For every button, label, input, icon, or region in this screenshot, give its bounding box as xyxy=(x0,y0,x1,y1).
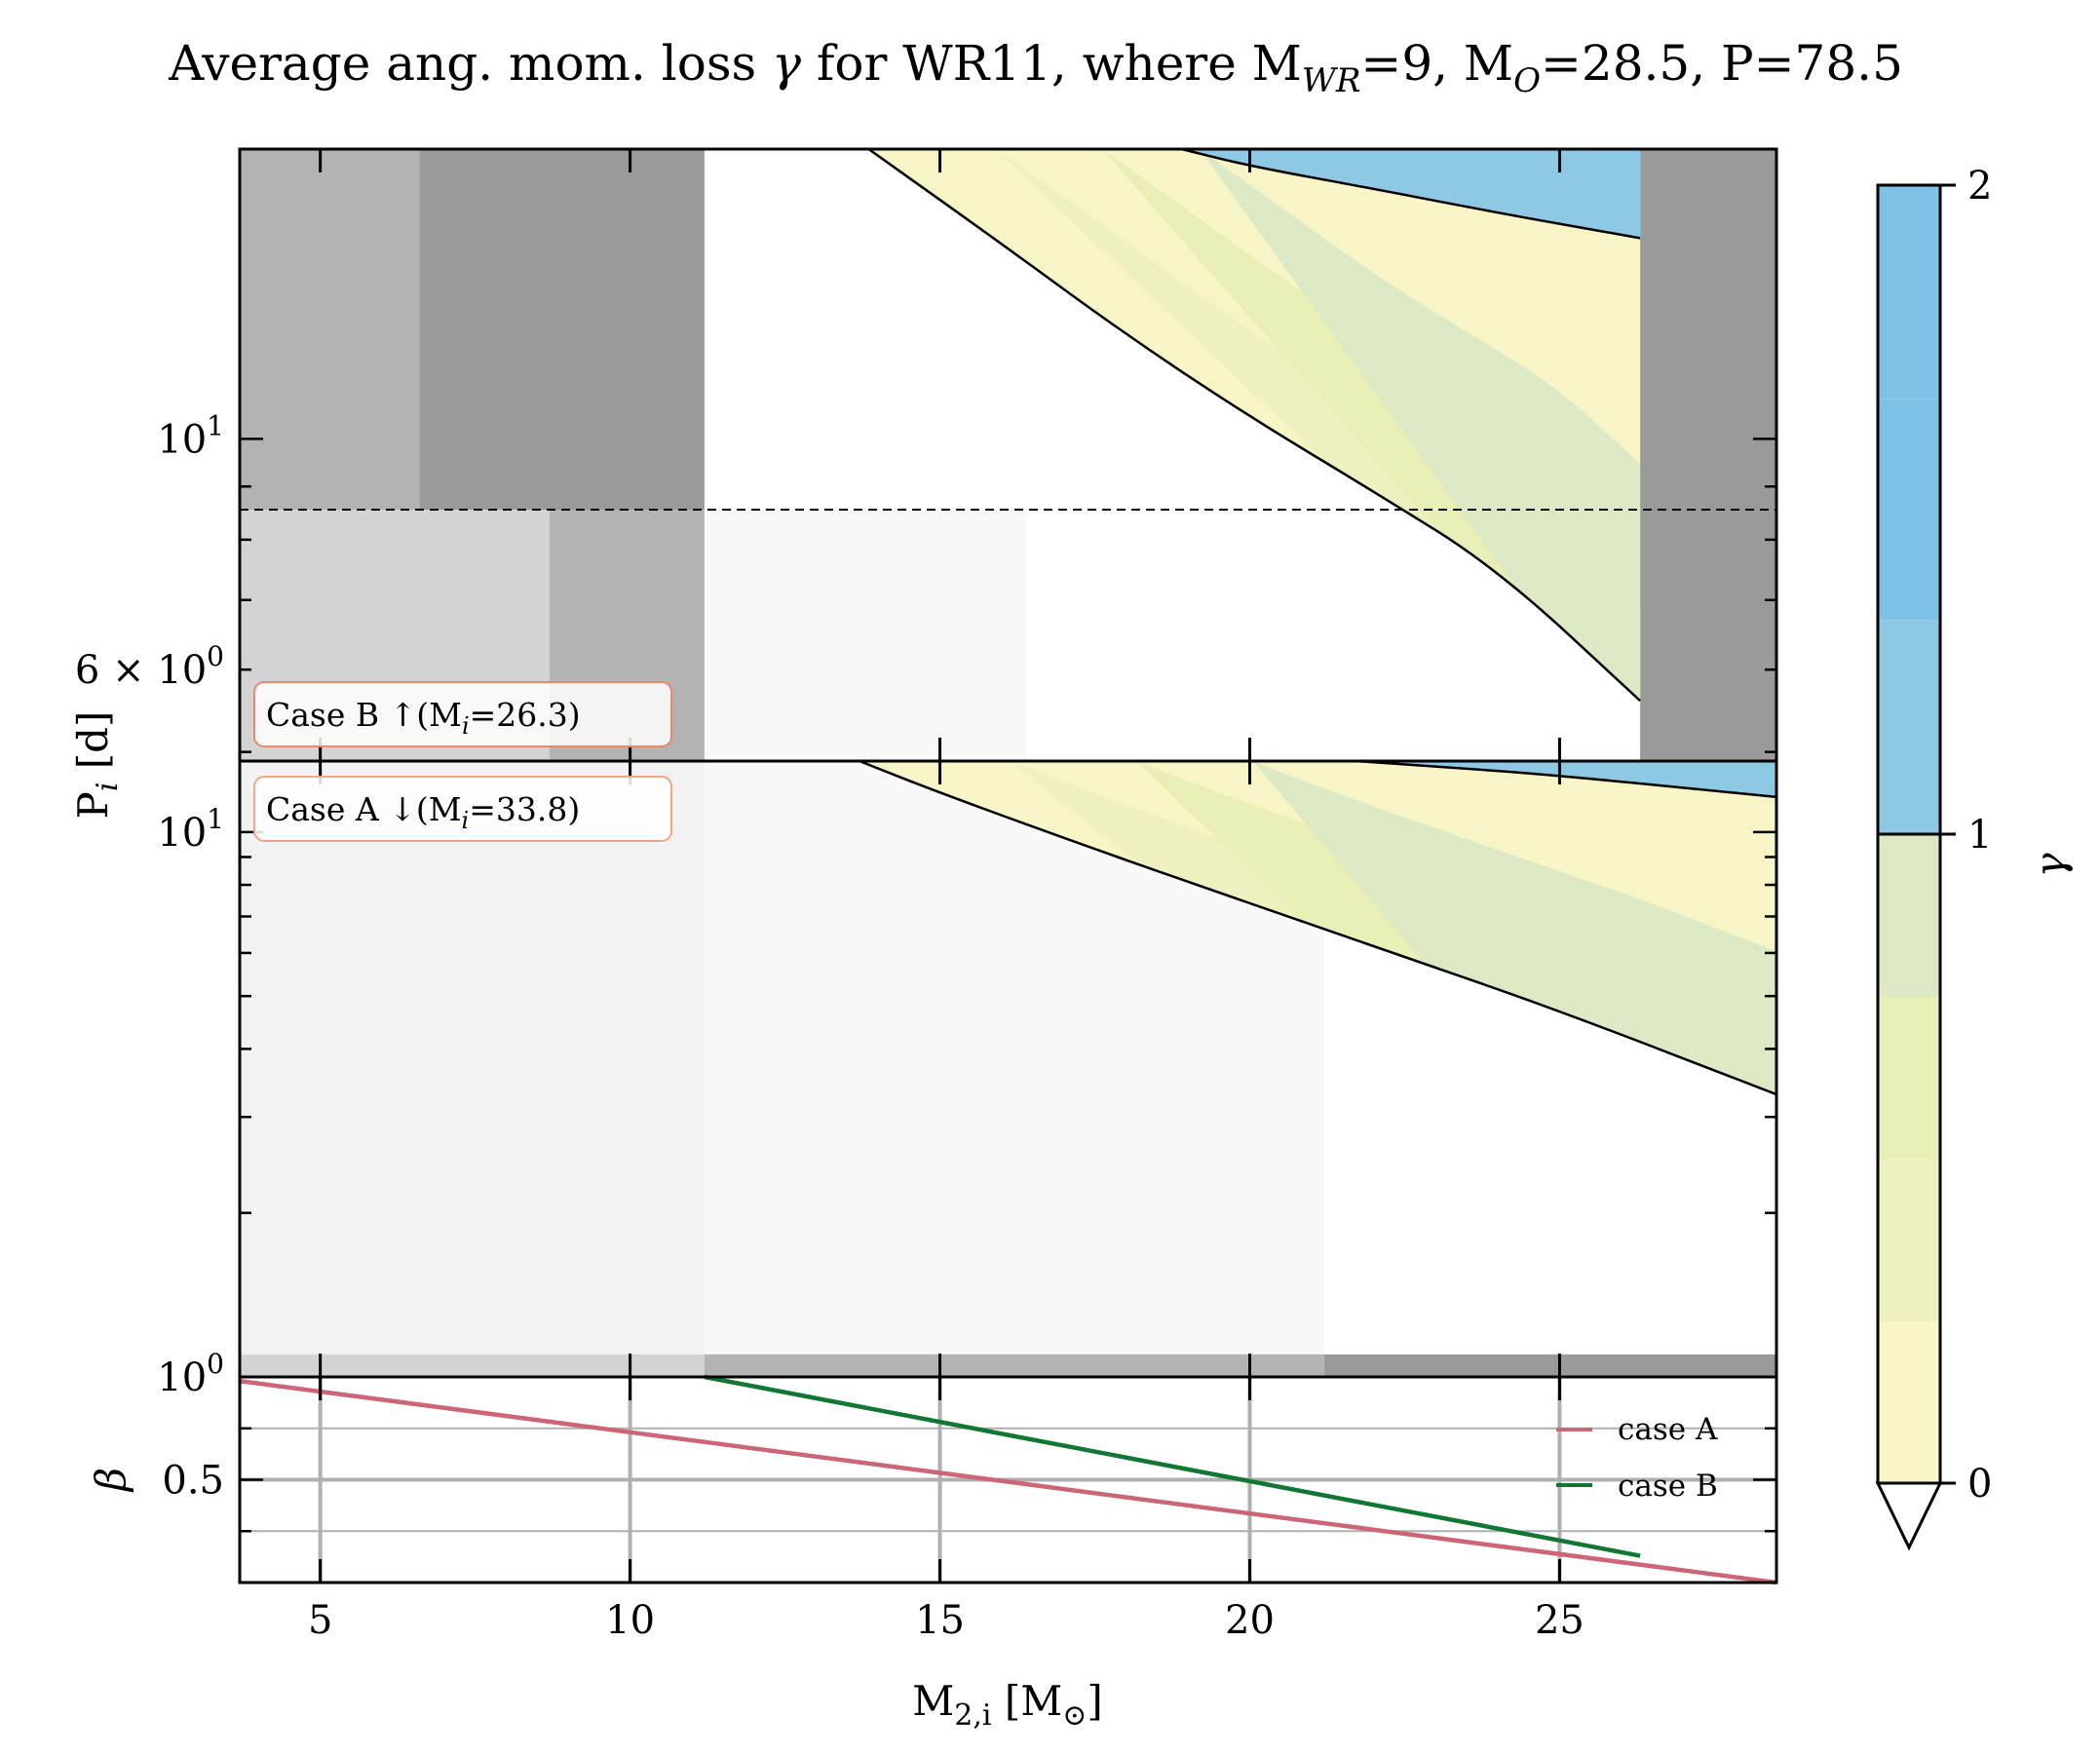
series-case-B xyxy=(704,1374,1641,1558)
case-b-annotation: Case B ↑(Mi=26.3) xyxy=(253,681,672,747)
bottom-series xyxy=(239,1374,1777,1585)
colorbar-segment-4 xyxy=(1878,620,1940,834)
gray-band-2 xyxy=(240,1354,705,1377)
colorbar-segment-1 xyxy=(1878,1159,1940,1321)
x-tick-label-0: 5 xyxy=(308,1598,332,1643)
colorbar-tick-label-1: 1 xyxy=(1967,813,1992,858)
y-axis-label: Pi [d] xyxy=(69,711,125,820)
gray-band-4 xyxy=(1323,1354,1776,1377)
colorbar-tick-label-0: 2 xyxy=(1967,164,1992,209)
x-tick-label-1: 10 xyxy=(605,1598,655,1643)
x-axis-label: M2,i [M⊙] xyxy=(912,1677,1103,1733)
gamma-level-3 xyxy=(1252,761,1776,1095)
top-gray-bands xyxy=(240,149,1776,761)
top-gamma-high-region xyxy=(1181,149,1641,239)
gray-band-5 xyxy=(1640,149,1776,761)
case-a-label: Case A ↓(Mi=33.8) xyxy=(266,790,580,834)
case-b-box xyxy=(253,681,672,747)
chart-title: Average ang. mom. loss γ for WR11, where… xyxy=(168,35,1903,100)
colorbar-segment-0 xyxy=(1878,1320,1940,1483)
middle-ticks: 101 100 xyxy=(157,761,1776,1400)
colorbar-segment-2 xyxy=(1878,996,1940,1159)
y-tick-label-0: 101 xyxy=(157,803,224,856)
gray-band-4 xyxy=(704,510,1027,761)
middle-gamma-low-region xyxy=(859,761,1776,1095)
top-gamma0-contour xyxy=(867,147,1641,703)
case-a-box xyxy=(253,776,672,842)
top-ticks: 101 6 × 100 xyxy=(75,149,1776,761)
legend-case-b-label: case B xyxy=(1618,1469,1718,1504)
y-tick-label-1: 100 xyxy=(157,1348,224,1400)
top-gamma1-contour xyxy=(1181,147,1641,240)
colorbar-tick-label-2: 0 xyxy=(1967,1462,1992,1507)
gray-band-0 xyxy=(240,149,420,511)
middle-gamma-high-region xyxy=(1355,761,1776,797)
beta-tick-label-0: 0.5 xyxy=(162,1459,224,1504)
y-tick-label-0: 101 xyxy=(157,409,224,462)
beta-axis-label: β xyxy=(87,1468,134,1493)
top-panel: 101 6 × 100 Case B ↑(Mi=26.3) xyxy=(75,147,1778,763)
colorbar-segment-3 xyxy=(1878,834,1940,997)
gray-band-3 xyxy=(704,1354,1324,1377)
bottom-ticks: 5 10 15 20 25 0.5 xyxy=(162,1377,1776,1643)
colorbar-label: γ xyxy=(2026,853,2074,878)
colorbar-segment-5 xyxy=(1878,399,1940,621)
legend-case-a-label: case A xyxy=(1618,1412,1718,1447)
colorbar-extend-min xyxy=(1875,1481,1943,1551)
middle-gray-bands xyxy=(240,761,1776,1377)
case-b-label: Case B ↑(Mi=26.3) xyxy=(266,696,581,740)
x-tick-label-2: 15 xyxy=(915,1598,965,1643)
bottom-panel: 5 10 15 20 25 0.5 case A case B xyxy=(162,1374,1778,1643)
gray-band-1 xyxy=(419,149,705,511)
middle-panel: 101 100 Case A ↓(Mi=33.8) xyxy=(157,759,1778,1400)
colorbar: 2 1 0 xyxy=(1875,164,1992,1551)
x-tick-label-3: 20 xyxy=(1225,1598,1275,1643)
x-tick-label-4: 25 xyxy=(1535,1598,1585,1643)
middle-gamma0-contour xyxy=(859,759,1777,1096)
legend: case A case B xyxy=(1556,1412,1718,1504)
gray-band-0 xyxy=(240,761,705,1355)
top-gamma-strips xyxy=(996,149,1641,702)
case-a-annotation: Case A ↓(Mi=33.8) xyxy=(253,776,672,842)
series-case-A xyxy=(239,1378,1777,1585)
gamma-level-3 xyxy=(1200,149,1641,702)
gamma-levels xyxy=(996,149,1641,702)
y-tick-label-1: 6 × 100 xyxy=(75,640,224,693)
colorbar-segment-6 xyxy=(1878,185,1940,400)
